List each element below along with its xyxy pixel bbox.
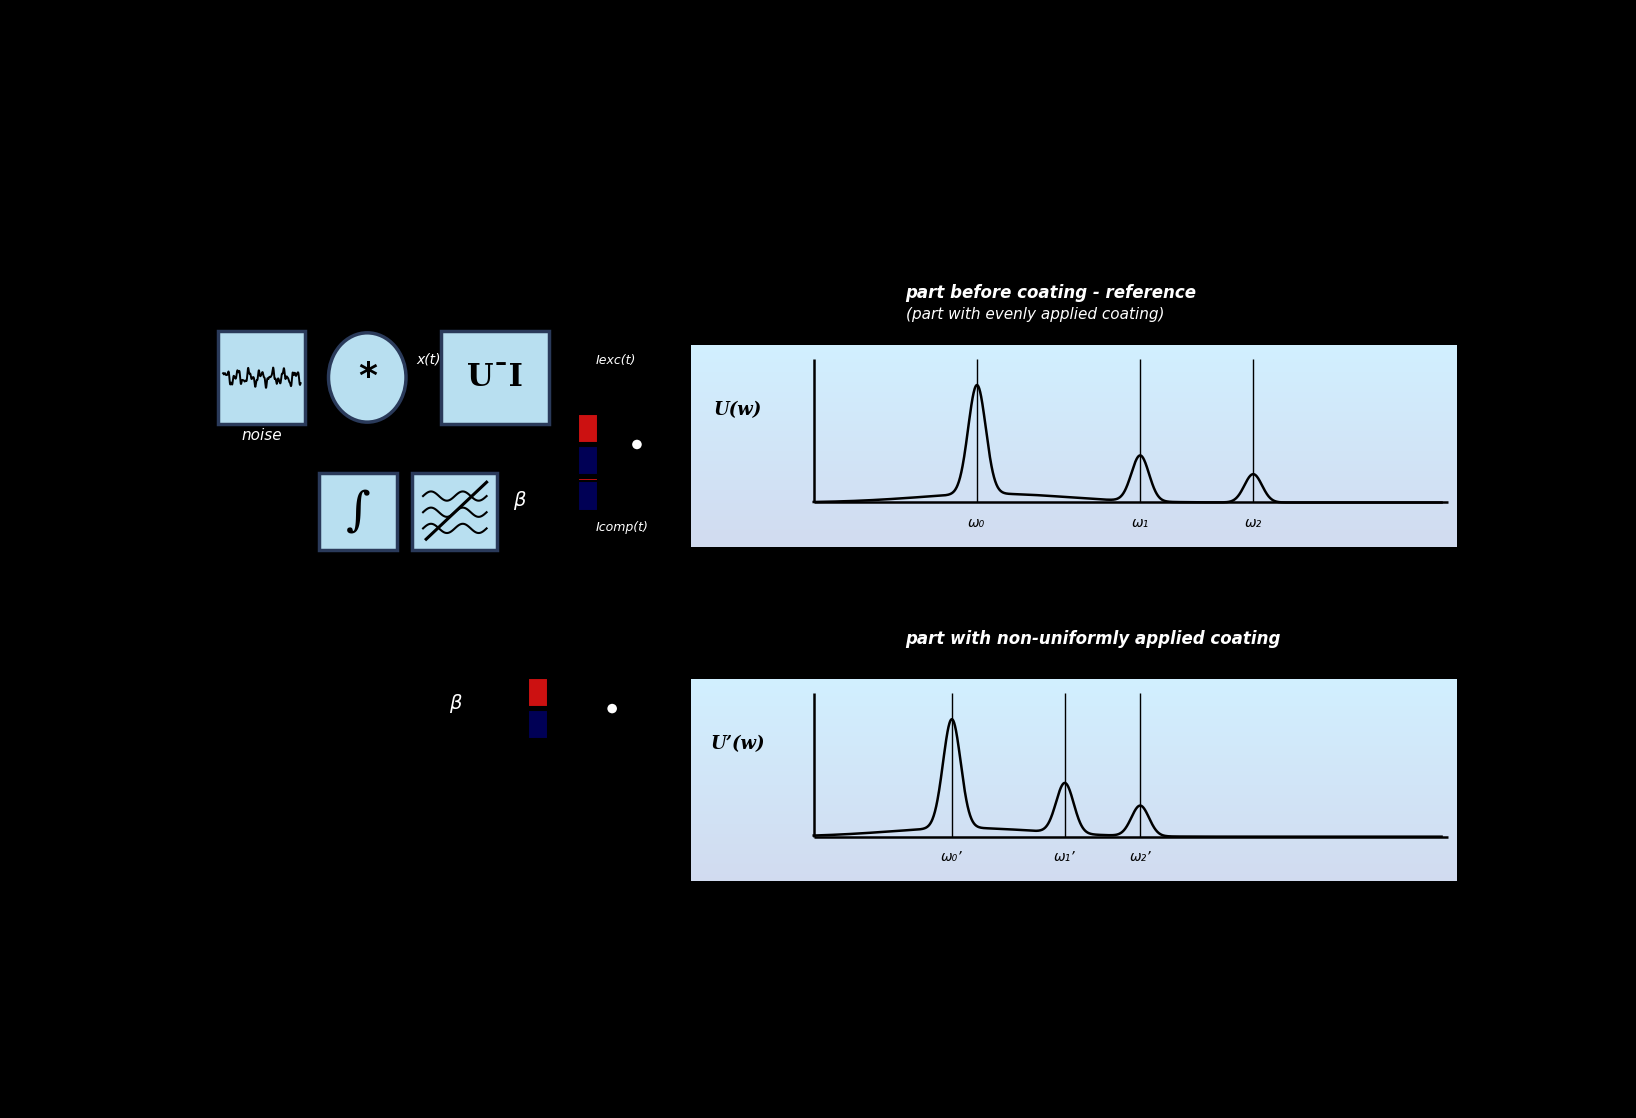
FancyBboxPatch shape bbox=[319, 473, 396, 550]
FancyBboxPatch shape bbox=[578, 479, 599, 508]
Text: noise: noise bbox=[242, 428, 281, 443]
FancyBboxPatch shape bbox=[219, 331, 306, 424]
FancyBboxPatch shape bbox=[412, 473, 497, 550]
Text: ω: ω bbox=[1458, 508, 1471, 525]
Text: β: β bbox=[448, 694, 461, 713]
Text: ω₁’: ω₁’ bbox=[1054, 850, 1076, 864]
FancyBboxPatch shape bbox=[440, 331, 550, 424]
Text: ω₀: ω₀ bbox=[969, 515, 985, 530]
Circle shape bbox=[605, 702, 618, 714]
FancyBboxPatch shape bbox=[578, 414, 599, 443]
Text: Icomp(t): Icomp(t) bbox=[596, 521, 649, 533]
Text: ω₂: ω₂ bbox=[1245, 515, 1261, 530]
FancyBboxPatch shape bbox=[578, 482, 599, 511]
Text: β: β bbox=[514, 491, 525, 510]
Text: part before coating - reference: part before coating - reference bbox=[906, 284, 1196, 302]
Circle shape bbox=[631, 438, 643, 451]
Text: x(t): x(t) bbox=[417, 352, 442, 367]
Text: ω: ω bbox=[1458, 842, 1471, 860]
FancyBboxPatch shape bbox=[528, 710, 548, 739]
Text: U(w): U(w) bbox=[713, 400, 762, 419]
FancyBboxPatch shape bbox=[528, 678, 548, 707]
Text: *: * bbox=[358, 360, 376, 395]
Text: part with non-uniformly applied coating: part with non-uniformly applied coating bbox=[906, 631, 1281, 648]
Text: (part with evenly applied coating): (part with evenly applied coating) bbox=[906, 306, 1165, 322]
Text: U¯I: U¯I bbox=[468, 362, 524, 394]
FancyBboxPatch shape bbox=[578, 446, 599, 475]
Text: ω₂’: ω₂’ bbox=[1129, 850, 1152, 864]
Ellipse shape bbox=[329, 333, 406, 423]
Text: ω₁: ω₁ bbox=[1132, 515, 1148, 530]
Text: U’(w): U’(w) bbox=[710, 735, 766, 752]
Text: ω₀’: ω₀’ bbox=[941, 850, 962, 864]
Text: ∫: ∫ bbox=[345, 489, 370, 534]
Text: Iexc(t): Iexc(t) bbox=[596, 353, 636, 367]
